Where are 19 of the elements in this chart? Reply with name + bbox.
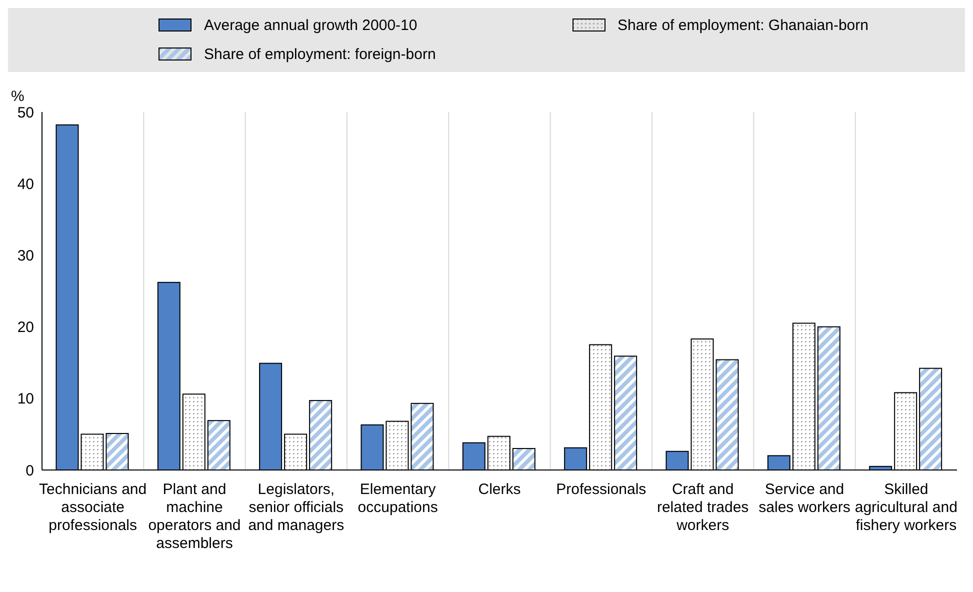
y-tick-label: 20 (17, 319, 34, 336)
legend-label: Average annual growth 2000-10 (204, 16, 418, 34)
legend-label: Share of employment: foreign-born (204, 46, 436, 62)
legend-label: Share of employment: Ghanaian-born (618, 16, 868, 34)
x-tick-label: Professionals (556, 481, 646, 498)
x-tick-label: Technicians and associate professionals (39, 481, 147, 534)
x-tick-label: Elementary occupations (358, 481, 438, 516)
y-axis-title: % (11, 88, 24, 105)
x-tick-label: Plant and machine operators and assemblers (148, 481, 241, 552)
y-tick-label: 0 (26, 462, 34, 480)
y-tick-label: 10 (17, 390, 34, 408)
y-tick-label: 40 (17, 176, 34, 193)
y-tick-label: 50 (17, 104, 34, 122)
y-tick-label: 30 (17, 248, 34, 265)
x-tick-label: Service and sales workers (758, 481, 850, 516)
x-tick-label: Skilled agricultural and fishery workers (854, 481, 958, 534)
x-tick-label: Legislators, senior officials and managers (248, 481, 344, 534)
x-tick-label: Clerks (478, 481, 521, 498)
x-tick-label: Craft and related trades workers (656, 481, 749, 534)
